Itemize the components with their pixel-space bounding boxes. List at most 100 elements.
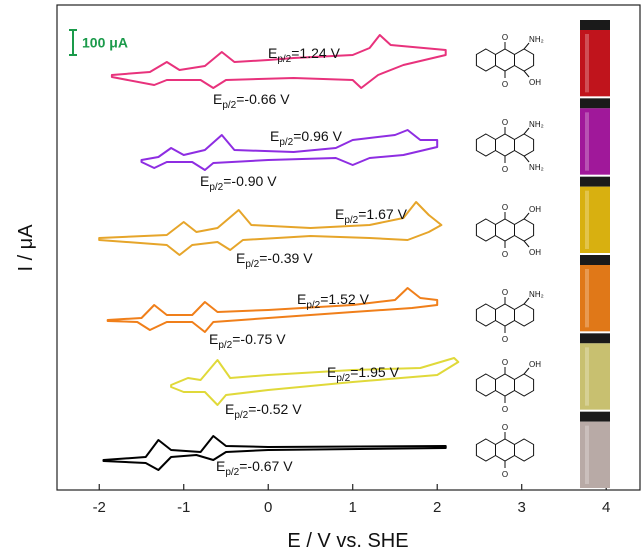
annotation-value: =1.52 V <box>320 291 369 307</box>
carbonyl-label: O <box>502 470 508 479</box>
bond <box>524 241 529 247</box>
substituent-label: OH <box>529 78 541 87</box>
bond <box>524 71 529 77</box>
annotation: Ep/2=-0.39 V <box>236 250 313 270</box>
ring <box>476 374 495 396</box>
ring <box>496 219 515 241</box>
chart: E / V vs. SHE I / μA -2-101234100 μAEp/2… <box>0 0 643 557</box>
vial-shine <box>585 112 589 170</box>
annotation-value: =1.24 V <box>291 45 340 61</box>
carbonyl-label: O <box>502 335 508 344</box>
annotation: Ep/2=1.24 V <box>268 45 341 65</box>
ring <box>476 49 495 71</box>
annotation-symbol: E <box>335 206 344 222</box>
cv-curve <box>108 288 438 332</box>
substituent-label: OH <box>529 360 541 369</box>
carbonyl-label: O <box>502 405 508 414</box>
annotation: Ep/2=-0.67 V <box>216 458 293 478</box>
annotation-subscript: p/2 <box>279 137 293 148</box>
annotation-symbol: E <box>268 45 277 61</box>
vial-shine <box>585 34 589 92</box>
x-tick-label: 0 <box>264 499 272 516</box>
annotation-subscript: p/2 <box>209 182 223 193</box>
substituent-label: OH <box>529 205 541 214</box>
annotation-subscript: p/2 <box>222 100 236 111</box>
substituent-label: NH₂ <box>529 163 544 172</box>
substituent-label: NH₂ <box>529 120 544 129</box>
ring <box>496 304 515 326</box>
annotation-subscript: p/2 <box>344 215 358 226</box>
ring <box>515 219 534 241</box>
annotation-value: =-0.52 V <box>248 401 302 417</box>
scale-bar-label: 100 μA <box>82 35 128 51</box>
annotation-symbol: E <box>225 401 234 417</box>
annotation-symbol: E <box>213 91 222 107</box>
y-axis-label: I / μA <box>15 224 37 272</box>
vial-cap <box>580 255 610 265</box>
carbonyl-label: O <box>502 80 508 89</box>
x-tick-label: 3 <box>518 499 526 516</box>
vial-shine <box>585 347 589 405</box>
vial-cap <box>580 20 610 30</box>
ring <box>496 374 515 396</box>
annotation-symbol: E <box>209 331 218 347</box>
carbonyl-label: O <box>502 288 508 297</box>
annotation-subscript: p/2 <box>245 259 259 270</box>
vial-cap <box>580 177 610 187</box>
annotation-symbol: E <box>216 458 225 474</box>
annotation-symbol: E <box>200 173 209 189</box>
ring <box>515 49 534 71</box>
vial <box>580 108 610 174</box>
annotation-value: =0.96 V <box>293 128 342 144</box>
annotation: Ep/2=1.52 V <box>297 291 370 311</box>
annotation-subscript: p/2 <box>336 373 350 384</box>
x-tick-label: 4 <box>602 499 610 516</box>
cv-curve <box>142 130 438 170</box>
vial-cap <box>580 333 610 343</box>
ring <box>515 134 534 156</box>
carbonyl-label: O <box>502 423 508 432</box>
annotation: Ep/2=-0.66 V <box>213 91 290 111</box>
annotation: Ep/2=-0.52 V <box>225 401 302 421</box>
carbonyl-label: O <box>502 358 508 367</box>
annotation-symbol: E <box>327 364 336 380</box>
substituent-label: NH₂ <box>529 290 544 299</box>
carbonyl-label: O <box>502 250 508 259</box>
vial <box>580 187 610 253</box>
vial-cap <box>580 412 610 422</box>
annotation-value: =-0.75 V <box>232 331 286 347</box>
ring <box>515 304 534 326</box>
annotation-subscript: p/2 <box>306 300 320 311</box>
annotation: Ep/2=-0.75 V <box>209 331 286 351</box>
annotation: Ep/2=-0.90 V <box>200 173 277 193</box>
vial-cap <box>580 98 610 108</box>
annotation-value: =-0.90 V <box>223 173 277 189</box>
vial-shine <box>585 426 589 484</box>
ring <box>476 439 495 461</box>
vial <box>580 265 610 331</box>
vial <box>580 30 610 96</box>
annotation-symbol: E <box>236 250 245 266</box>
carbonyl-label: O <box>502 118 508 127</box>
ring <box>476 134 495 156</box>
substituent-label: NH₂ <box>529 35 544 44</box>
annotation-subscript: p/2 <box>277 54 291 65</box>
ring <box>476 304 495 326</box>
cv-curve <box>171 358 458 405</box>
x-tick-label: -2 <box>93 499 106 516</box>
x-tick-label: -1 <box>177 499 190 516</box>
plot-frame <box>57 5 640 490</box>
ring <box>515 374 534 396</box>
annotation: Ep/2=0.96 V <box>270 128 343 148</box>
annotation-subscript: p/2 <box>234 410 248 421</box>
ring <box>496 49 515 71</box>
carbonyl-label: O <box>502 165 508 174</box>
annotation-value: =1.95 V <box>350 364 399 380</box>
annotation-value: =-0.67 V <box>239 458 293 474</box>
ring <box>496 134 515 156</box>
annotation-symbol: E <box>270 128 279 144</box>
bond <box>524 156 529 162</box>
annotation-value: =1.67 V <box>358 206 407 222</box>
vial <box>580 343 610 409</box>
vial <box>580 422 610 488</box>
